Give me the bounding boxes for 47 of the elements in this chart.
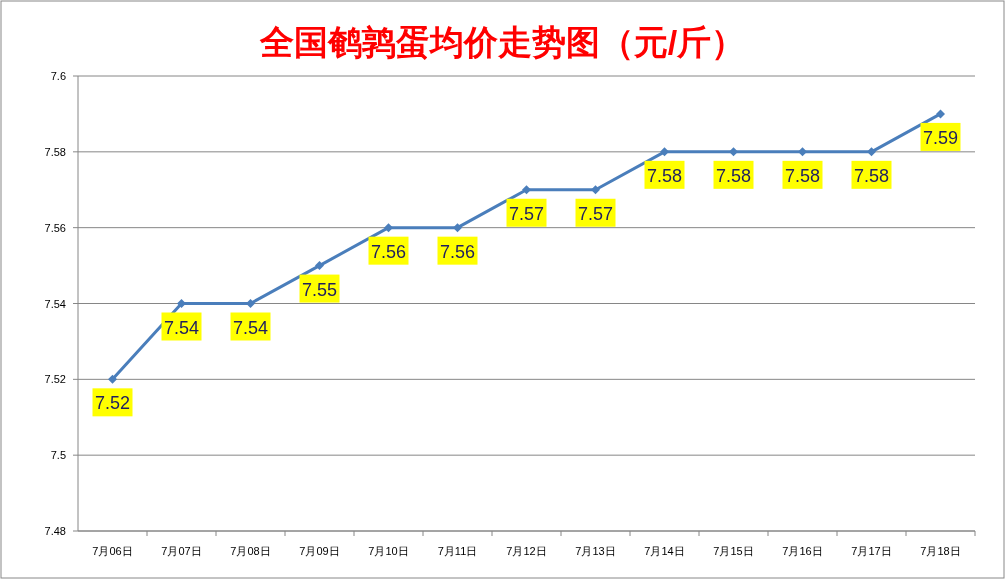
x-tick-label: 7月16日 [782, 545, 823, 557]
data-label: 7.58 [715, 165, 752, 186]
y-tick-label: 7.48 [44, 525, 66, 537]
data-label: 7.52 [94, 393, 131, 414]
y-tick-label: 7.6 [50, 70, 66, 82]
x-tick-label: 7月15日 [713, 545, 754, 557]
point [453, 223, 462, 233]
point [384, 223, 393, 233]
x-tick-label: 7月14日 [644, 545, 685, 557]
point [522, 185, 531, 195]
x-tick-label: 7月07日 [161, 545, 202, 557]
x-tick-label: 7月09日 [299, 545, 340, 557]
x-tick-label: 7月08日 [230, 545, 271, 557]
data-label: 7.58 [784, 165, 821, 186]
y-tick-label: 7.54 [44, 297, 66, 310]
point [798, 147, 807, 157]
data-label: 7.59 [922, 127, 959, 148]
point [660, 147, 669, 157]
data-label: 7.58 [853, 165, 890, 186]
data-label: 7.57 [508, 203, 545, 224]
data-label: 7.56 [370, 241, 407, 262]
x-tick-label: 7月12日 [506, 545, 547, 557]
point [729, 147, 738, 157]
y-tick-label: 7.58 [44, 145, 66, 158]
chart-title: 全国鹌鹑蛋均价走势图（元/斤） [258, 23, 746, 61]
data-label: 7.58 [646, 165, 683, 186]
data-label: 7.57 [577, 203, 614, 224]
y-tick-label: 7.5 [50, 449, 66, 462]
x-tick-label: 7月18日 [920, 545, 961, 557]
point [315, 261, 324, 271]
data-label: 7.55 [301, 279, 338, 300]
x-tick-label: 7月13日 [575, 545, 616, 557]
point [936, 109, 945, 119]
data-label: 7.54 [163, 317, 200, 338]
x-tick-label: 7月10日 [368, 545, 409, 557]
y-tick-label: 7.52 [44, 373, 66, 386]
data-label: 7.56 [439, 241, 476, 262]
point [591, 185, 600, 195]
point [108, 374, 117, 384]
x-tick-label: 7月11日 [437, 545, 478, 557]
x-tick-label: 7月17日 [851, 545, 892, 557]
point [177, 299, 186, 308]
x-tick-label: 7月06日 [92, 545, 133, 557]
point [867, 147, 876, 157]
y-tick-label: 7.56 [44, 221, 66, 234]
data-label: 7.54 [232, 317, 269, 338]
point [246, 299, 255, 308]
